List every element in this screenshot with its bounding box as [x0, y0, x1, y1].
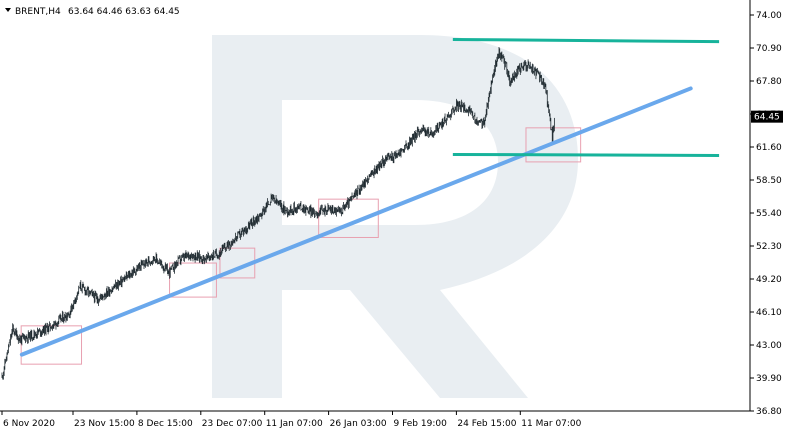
y-tick-label: 36.80: [756, 407, 782, 417]
watermark-r-shape: [212, 35, 578, 398]
x-tick-label: 24 Feb 15:00: [457, 419, 516, 429]
x-tick-label: 8 Dec 15:00: [138, 419, 193, 429]
y-tick-label: 52.30: [756, 242, 782, 252]
chart-header: BRENT,H4 63.64 64.46 63.63 64.45: [5, 7, 180, 17]
symbol-label: BRENT,H4: [15, 7, 61, 17]
trendline-group: [19, 86, 693, 357]
ohlc-values: 63.64 64.46 63.63 64.45: [68, 7, 180, 17]
y-tick-label: 55.40: [756, 209, 782, 219]
x-tick-label: 26 Jan 03:00: [330, 419, 387, 429]
last-price-label: 64.45: [754, 113, 780, 123]
y-tick-label: 70.90: [756, 44, 782, 54]
last-price-tag: 64.45: [751, 110, 783, 123]
y-tick-label: 61.60: [756, 143, 782, 153]
axes-group: [0, 0, 751, 412]
y-tick-label: 67.80: [756, 77, 782, 87]
y-tick-label: 49.20: [756, 275, 782, 285]
channel-group: [452, 37, 720, 158]
last-price-box: [751, 110, 783, 123]
channel-line: [452, 37, 720, 44]
channel-line: [452, 152, 720, 158]
watermark-logo: [212, 35, 578, 398]
candle-group: [1, 47, 555, 380]
x-tick-label: 9 Feb 19:00: [394, 419, 448, 429]
y-tick-label: 74.00: [756, 11, 782, 21]
x-tick-label: 6 Nov 2020: [3, 419, 55, 429]
y-tick-label: 58.50: [756, 176, 782, 186]
x-tick-label: 23 Nov 15:00: [74, 419, 135, 429]
x-tick-label: 23 Dec 07:00: [202, 419, 263, 429]
x-axis-ticks: 6 Nov 2020 23 Nov 15:00 8 Dec 15:00 23 Dec …: [1, 411, 582, 429]
y-axis-ticks: 74.0070.9067.8064.7061.6058.5055.4052.30…: [750, 11, 782, 417]
support-zone: [169, 262, 217, 298]
x-tick-label: 11 Jan 07:00: [266, 419, 323, 429]
trendline: [19, 86, 693, 357]
x-tick-label: 11 Mar 07:00: [521, 419, 581, 429]
y-tick-label: 39.90: [756, 374, 782, 384]
dropdown-triangle-icon[interactable]: [5, 8, 11, 12]
y-tick-label: 46.10: [756, 308, 782, 318]
y-tick-label: 43.00: [756, 341, 782, 351]
